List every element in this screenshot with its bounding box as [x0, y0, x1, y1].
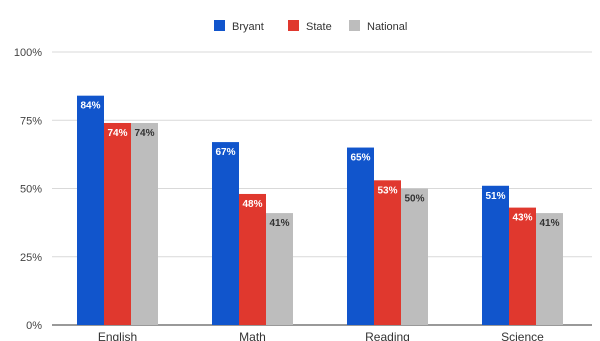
y-tick-label: 100%: [14, 47, 42, 59]
legend-swatch-national: [349, 20, 360, 31]
data-label-state-reading: 53%: [377, 185, 397, 196]
data-label-bryant-english: 84%: [80, 101, 100, 112]
bar-state-reading: [374, 180, 401, 325]
bar-state-math: [239, 193, 266, 325]
x-category-label: English: [98, 330, 137, 341]
data-label-national-reading: 50%: [404, 194, 424, 205]
legend-swatch-bryant: [214, 20, 225, 31]
y-tick-label: 25%: [20, 252, 42, 264]
bar-state-english: [104, 122, 131, 325]
data-label-state-math: 48%: [242, 199, 262, 210]
data-label-national-english: 74%: [134, 128, 154, 139]
x-axis-categories: English Math Reading Science: [98, 330, 544, 341]
bar-national-english: [131, 122, 158, 325]
legend: Bryant State National: [214, 20, 407, 33]
bar-bryant-science: [482, 185, 509, 325]
data-labels: 84% 74% 74% 67% 48% 41% 65% 53% 50% 51% 43% 41%: [80, 101, 559, 229]
bar-national-science: [536, 213, 563, 325]
data-label-bryant-reading: 65%: [350, 153, 370, 164]
bar-bryant-math: [212, 142, 239, 325]
bar-national-math: [266, 213, 293, 325]
x-category-label: Science: [501, 330, 544, 341]
y-tick-label: 75%: [20, 115, 42, 127]
data-label-state-english: 74%: [107, 128, 127, 139]
y-tick-label: 50%: [20, 184, 42, 196]
bar-state-science: [509, 207, 536, 325]
legend-label-bryant: Bryant: [232, 21, 264, 33]
data-label-bryant-science: 51%: [485, 191, 505, 202]
data-label-national-math: 41%: [269, 218, 289, 229]
bars: [77, 95, 563, 326]
y-axis-ticks: 0% 25% 50% 75% 100%: [14, 47, 42, 332]
data-label-state-science: 43%: [512, 213, 532, 224]
data-label-bryant-math: 67%: [215, 147, 235, 158]
x-category-label: Reading: [365, 330, 410, 341]
bar-national-reading: [401, 188, 428, 325]
legend-label-national: National: [367, 21, 407, 33]
data-label-national-science: 41%: [539, 218, 559, 229]
y-tick-label: 0%: [26, 320, 42, 332]
bar-bryant-reading: [347, 147, 374, 325]
x-category-label: Math: [239, 330, 266, 341]
legend-swatch-state: [288, 20, 299, 31]
bar-bryant-english: [77, 95, 104, 326]
legend-label-state: State: [306, 21, 332, 33]
